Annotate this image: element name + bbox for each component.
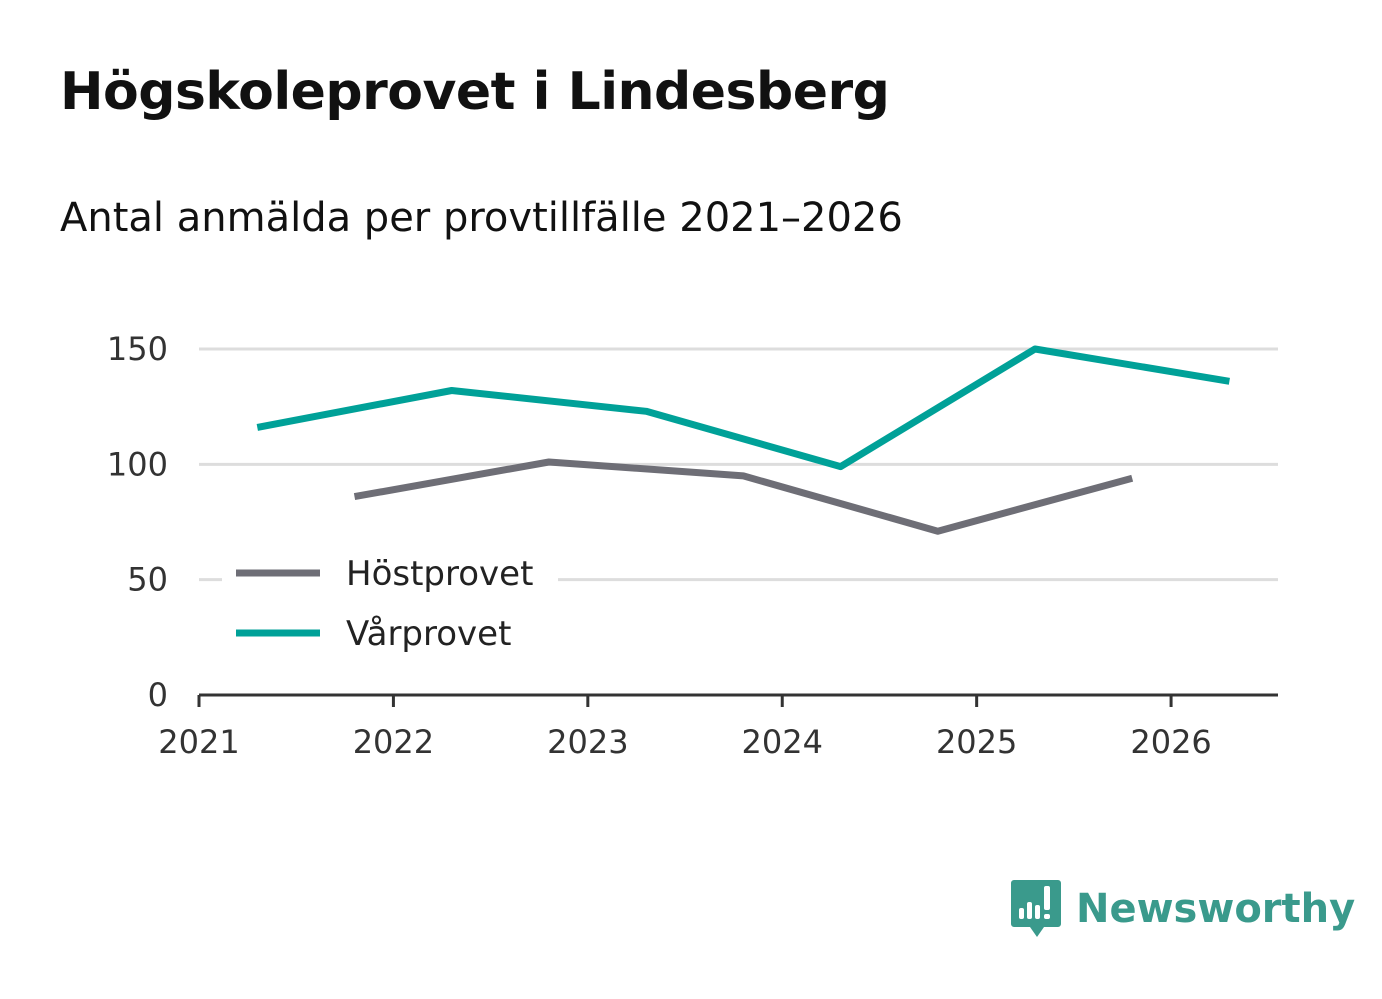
brand-logo: Newsworthy	[1010, 878, 1355, 940]
legend-background	[222, 546, 558, 662]
legend-label: Höstprovet	[346, 554, 533, 594]
x-tick-label: 2026	[1130, 723, 1211, 761]
x-tick-label: 2022	[353, 723, 434, 761]
series-line-v-rprovet	[256, 345, 1230, 471]
brand-name: Newsworthy	[1076, 886, 1356, 932]
x-tick-label: 2024	[742, 723, 823, 761]
legend: Höstprovet Vårprovet	[222, 546, 558, 662]
x-tick-label: 2021	[158, 723, 239, 761]
x-tick-label: 2025	[936, 723, 1017, 761]
y-tick-label: 50	[127, 561, 168, 599]
y-tick-label: 0	[148, 676, 168, 714]
y-tick-label: 150	[107, 330, 168, 368]
chart-subtitle: Antal anmälda per provtillfälle 2021–202…	[60, 195, 903, 241]
x-tick-label: 2023	[547, 723, 628, 761]
newsworthy-logo-icon	[1011, 880, 1061, 937]
series-lines	[256, 345, 1230, 535]
grid-lines	[199, 347, 1278, 582]
legend-label: Vårprovet	[346, 614, 511, 654]
axes: 0 50 100 150 2021 2022 2023 2024 2025 2026	[107, 330, 1278, 761]
y-tick-label: 100	[107, 445, 168, 483]
chart-title: Högskoleprovet i Lindesberg	[60, 62, 890, 122]
series-line-h-stprovet	[353, 458, 1134, 535]
